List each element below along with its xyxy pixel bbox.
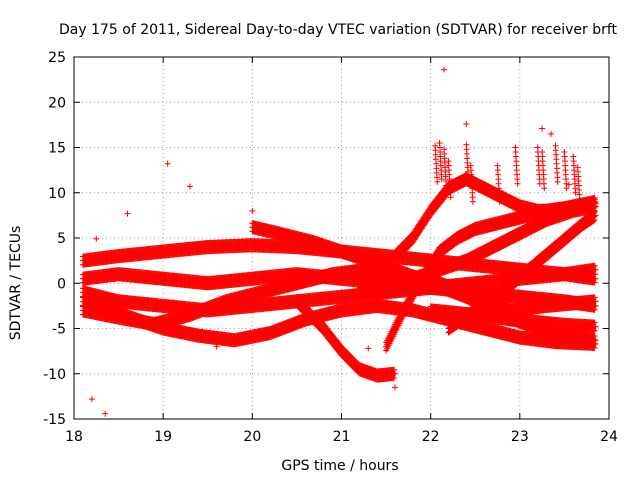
data-points: [79, 66, 599, 417]
